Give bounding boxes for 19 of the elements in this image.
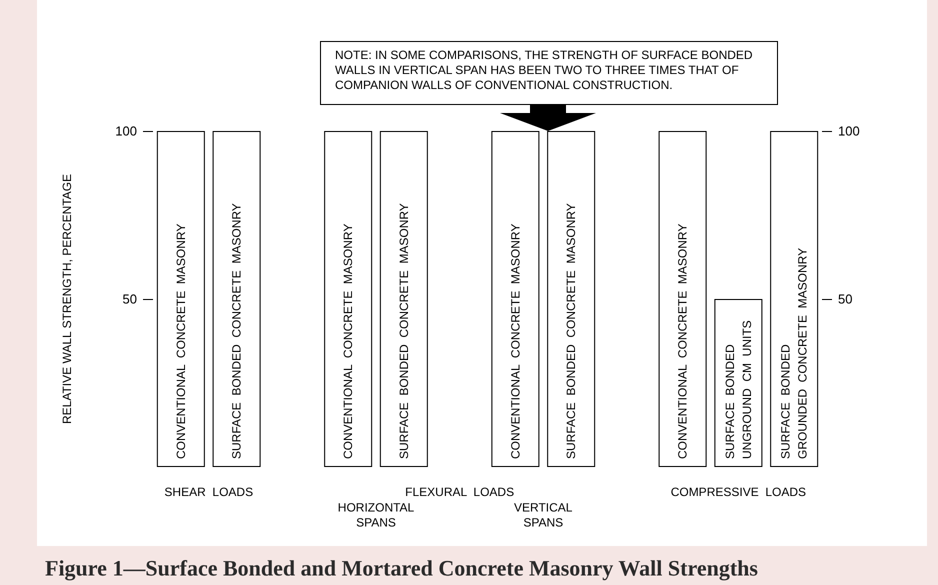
text: VERTICAL SPANS — [514, 500, 573, 530]
text: COMPRESSIVE LOADS — [670, 485, 806, 499]
text: SHEAR LOADS — [164, 485, 254, 499]
y-axis-title: RELATIVE WALL STRENGTH, PERCENTAGE — [60, 174, 74, 424]
y2-tick-label: 100 — [838, 124, 860, 138]
x-tick-label: SURFACE BONDED CONCRETE MASONRY — [230, 203, 244, 459]
x-tick-label: CONVENTIONAL CONCRETE MASONRY — [508, 224, 522, 459]
x-tick-label: CONVENTIONAL CONCRETE MASONRY — [676, 224, 690, 459]
note-box: NOTE: IN SOME COMPARISONS, THE STRENGTH OF SURFACE BONDED WALLS IN VERTICAL SPAN HAS BEEN TWO TO THREE TIMES THAT OF COMPANION WALLS OF CONVENTIONAL CONSTRUCTION. — [320, 41, 778, 105]
text: Figure 1—Surface Bonded and Mortared Concrete Masonry Wall Strengths — [45, 556, 758, 580]
y2-tick-label: 50 — [838, 292, 852, 306]
x-tick-label: CONVENTIONAL CONCRETE MASONRY — [174, 224, 188, 459]
text: HORIZONTAL SPANS — [338, 500, 415, 530]
x-tick-label: SURFACE BONDED GROUNDED CONCRETE MASONRY — [778, 248, 810, 459]
x-tick-label: SURFACE BONDED UNGROUND CM UNITS — [722, 320, 754, 459]
x-tick-label: SURFACE BONDED CONCRETE MASONRY — [396, 203, 411, 459]
x-tick-label: CONVENTIONAL CONCRETE MASONRY — [341, 224, 356, 459]
text: FLEXURAL LOADS — [405, 485, 514, 499]
x-tick-label: SURFACE BONDED CONCRETE MASONRY — [564, 203, 578, 459]
